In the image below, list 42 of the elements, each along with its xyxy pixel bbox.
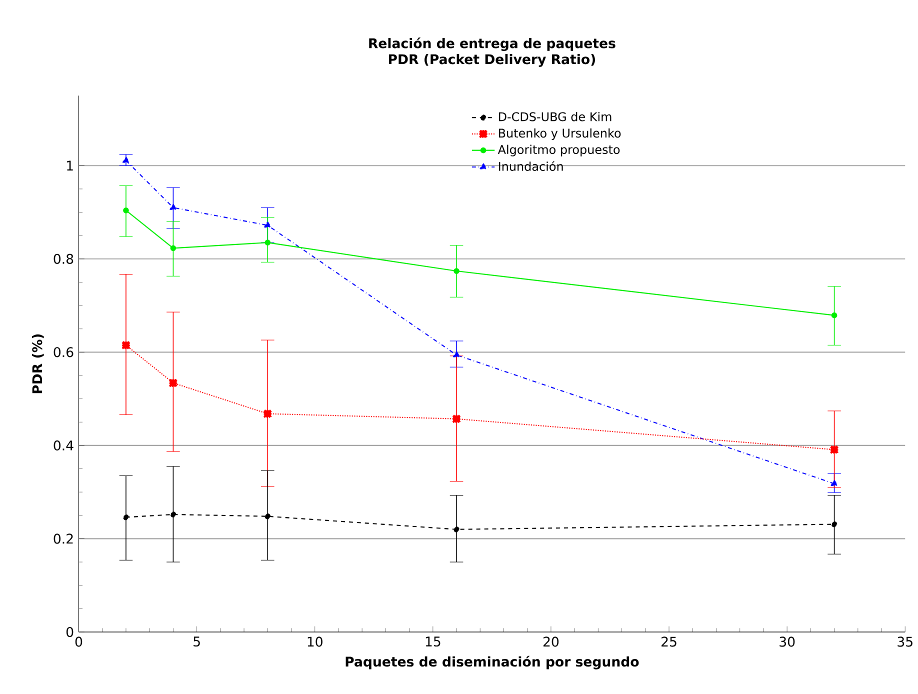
y-tick-label: 0.4 (54, 440, 74, 451)
legend-label: D-CDS-UBG de Kim (498, 112, 612, 122)
legend-label: Inundación (498, 161, 563, 172)
point (452, 351, 460, 358)
y-tick-label: 0.2 (54, 534, 73, 544)
point (454, 526, 460, 532)
point (123, 208, 129, 214)
point (264, 410, 272, 418)
point (454, 268, 460, 274)
x-tick-label: 10 (308, 636, 322, 647)
point (170, 245, 176, 252)
point (264, 514, 271, 520)
point (452, 414, 461, 423)
chart-title: Relación de entrega de paquetes (369, 38, 616, 52)
x-tick-label: 15 (426, 636, 440, 647)
x-tick-label: 35 (898, 636, 912, 647)
y-tick-label: 1 (67, 160, 73, 171)
point (169, 379, 178, 388)
y-tick-label: 0.6 (54, 347, 74, 358)
point (122, 156, 130, 163)
point (264, 240, 271, 246)
point (264, 221, 272, 228)
legend-label: Butenko y Ursulenko (498, 128, 621, 140)
point (830, 480, 838, 486)
x-tick-label: 5 (194, 636, 200, 647)
y-tick-label: 0.8 (54, 254, 74, 264)
y-tick-label: 0 (66, 627, 74, 638)
x-tick-label: 30 (780, 636, 795, 647)
x-axis-title: Paquetes de diseminación por segundo (346, 656, 639, 670)
chart-subtitle: PDR (Packet Delivery Ratio) (388, 54, 596, 68)
point (122, 341, 130, 350)
y-axis-title: PDR (%) (32, 334, 44, 394)
point (830, 446, 838, 454)
point (123, 514, 129, 520)
point (831, 312, 838, 318)
point (170, 204, 177, 210)
x-tick-label: 25 (662, 636, 676, 647)
legend-label: Algoritmo propuesto (498, 144, 620, 156)
point (831, 521, 838, 528)
x-tick-label: 20 (543, 636, 559, 647)
x-tick-label: 0 (75, 636, 82, 647)
point (170, 512, 176, 518)
